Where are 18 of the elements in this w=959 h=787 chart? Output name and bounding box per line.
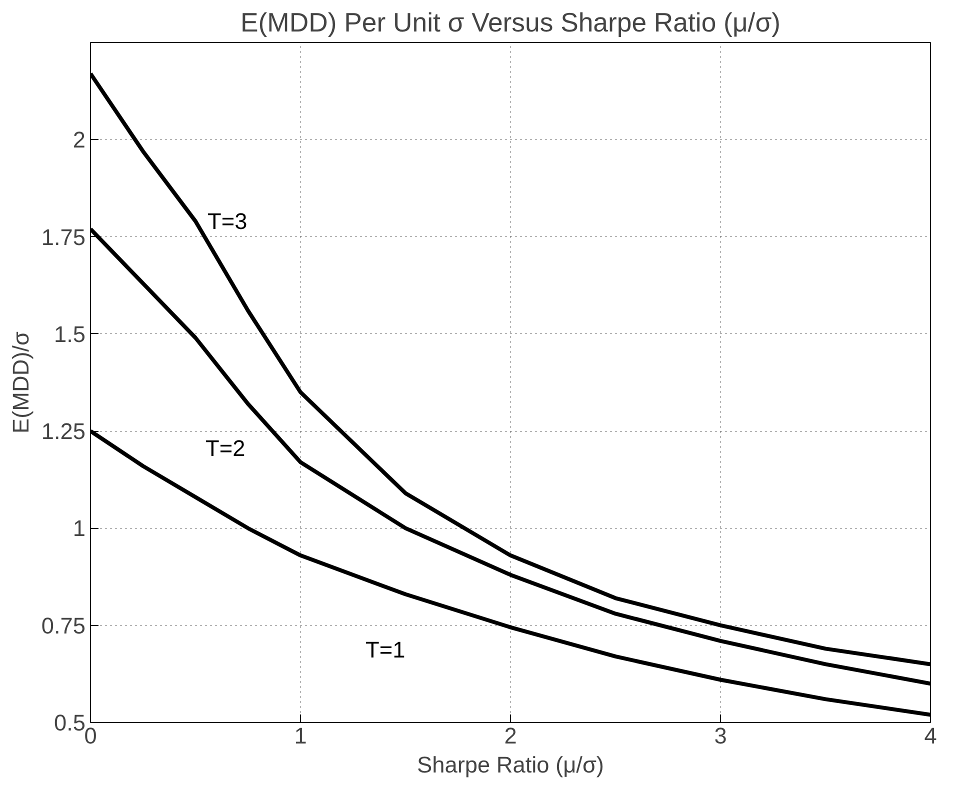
x-axis-title: Sharpe Ratio (μ/σ) bbox=[417, 752, 604, 778]
x-tick-label: 2 bbox=[504, 722, 517, 748]
y-tick-label: 2 bbox=[72, 126, 86, 153]
y-tick-label: 1.5 bbox=[54, 320, 86, 347]
y-axis-title: E(MDD)/σ bbox=[7, 331, 34, 434]
x-tick-label: 1 bbox=[294, 722, 307, 748]
x-tick-label: 4 bbox=[924, 722, 937, 748]
chart-title: E(MDD) Per Unit σ Versus Sharpe Ratio (μ/σ) bbox=[240, 8, 781, 38]
y-tick-label: 0.5 bbox=[54, 710, 86, 736]
series-label: T=1 bbox=[366, 636, 406, 662]
x-tick-label: 3 bbox=[714, 722, 727, 748]
y-tick-label: 1.75 bbox=[41, 224, 86, 250]
y-tick-label: 0.75 bbox=[41, 612, 86, 638]
series-label: T=2 bbox=[206, 434, 246, 461]
x-tick-label: 0 bbox=[84, 722, 97, 748]
series-label: T=3 bbox=[208, 208, 248, 234]
y-tick-label: 1 bbox=[72, 515, 86, 542]
y-tick-label: 1.25 bbox=[41, 418, 86, 444]
